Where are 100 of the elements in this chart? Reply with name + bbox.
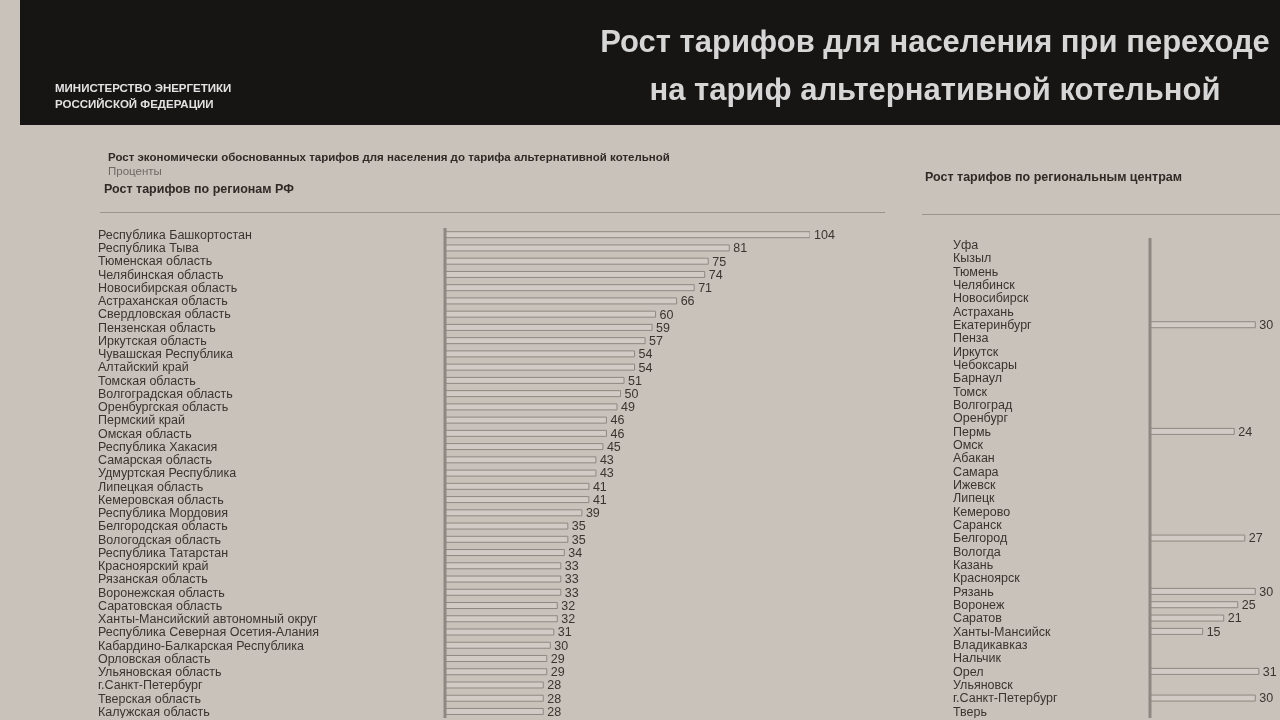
y-tick-label: Челябинск (953, 278, 1016, 293)
data-label: 74 (708, 267, 723, 282)
data-label: 30 (554, 638, 569, 653)
y-tick-label: Кемеровская область (98, 492, 224, 507)
data-label: 27 (1248, 531, 1263, 546)
y-tick-label: Ханты-Мансийск (953, 624, 1051, 639)
y-tick-label: Кабардино-Балкарская Республика (98, 638, 305, 653)
data-label: 31 (1262, 664, 1277, 679)
data-label: 35 (571, 532, 586, 547)
data-label: 41 (592, 492, 607, 507)
data-label: 45 (606, 439, 621, 454)
data-label: 35 (571, 519, 586, 534)
y-tick-label: Тверская область (98, 691, 201, 706)
y-tick-label: Иркутск (953, 344, 999, 359)
data-label: 32 (561, 598, 576, 613)
data-label: 51 (627, 373, 642, 388)
data-label: 75 (712, 254, 727, 269)
data-label: 43 (599, 466, 614, 481)
y-tick-label: Липецкая область (98, 479, 204, 494)
y-tick-label: Вологодская область (98, 532, 222, 547)
y-tick-label: г.Санкт-Петербург (953, 691, 1058, 706)
data-label: 30 (1259, 691, 1274, 706)
data-label: 28 (547, 704, 562, 719)
y-tick-label: Свердловская область (98, 307, 231, 322)
y-tick-label: Новосибирск (953, 291, 1030, 306)
y-tick-label: Рязанская область (98, 572, 208, 587)
data-label: 54 (638, 347, 653, 362)
data-label: 49 (620, 400, 635, 415)
y-tick-label: Волгоградская область (98, 386, 233, 401)
y-tick-label: Воронеж (953, 598, 1005, 613)
y-tick-label: Омск (953, 438, 984, 453)
y-tick-label: Белгород (953, 531, 1008, 546)
data-label: 32 (561, 612, 576, 627)
text: Рост тарифов по регионам РФ (104, 182, 294, 196)
y-tick-label: Белгородская область (98, 519, 228, 534)
y-tick-label: Новосибирская область (98, 280, 238, 295)
y-tick-label: Республика Тыва (98, 241, 199, 256)
y-tick-label: Самарская область (98, 453, 213, 468)
y-tick-label: Томская область (98, 373, 196, 388)
y-tick-label: Республика Татарстан (98, 545, 229, 560)
y-tick-label: Пермский край (98, 413, 186, 428)
y-tick-label: Кызыл (953, 251, 992, 266)
y-tick-label: Казань (953, 558, 994, 573)
y-tick-label: Ханты-Мансийский автономный округ (98, 612, 318, 627)
data-label: 57 (649, 334, 663, 349)
data-label: 30 (1259, 318, 1274, 333)
y-tick-label: Оренбург (953, 411, 1009, 426)
data-label: 28 (547, 691, 562, 706)
data-label: 21 (1227, 611, 1242, 626)
y-tick-label: Ульяновск (953, 678, 1014, 693)
y-tick-label: Чувашская Республика (98, 347, 234, 362)
text: МИНИСТЕРСТВО ЭНЕРГЕТИКИ РОССИЙСКОЙ ФЕДЕРАЦИИ (55, 81, 233, 112)
y-tick-label: Омская область (98, 426, 192, 441)
y-tick-label: Саратов (953, 611, 1003, 626)
data-label: 71 (698, 281, 713, 296)
y-tick-label: Пензенская область (98, 320, 216, 335)
y-tick-label: Алтайский край (98, 360, 189, 375)
y-tick-label: Красноярск (953, 571, 1021, 586)
y-tick-label: Пенза (953, 331, 989, 346)
data-label: 30 (1259, 584, 1274, 599)
y-tick-label: Ульяновская область (98, 665, 222, 680)
text: Рост экономически обоснованных тарифов для населения до тарифа альтернативной котельной (108, 151, 670, 163)
data-label: 28 (547, 678, 562, 693)
data-label: 60 (659, 307, 674, 322)
text: Рост тарифов для населения при переходе на тариф альтернативной котельной (599, 23, 1271, 109)
y-tick-label: Оренбургская область (98, 400, 229, 415)
chart-title: Рост тарифов по региональным центрам (925, 170, 1182, 184)
y-tick-label: Тверь (953, 704, 988, 719)
y-tick-label: г.Санкт-Петербург (98, 678, 203, 693)
y-tick-label: Воронежская область (98, 585, 225, 600)
data-label: 24 (1238, 424, 1253, 439)
y-tick-label: Челябинская область (98, 267, 224, 282)
y-tick-label: Красноярский край (98, 559, 209, 574)
data-label: 104 (814, 228, 835, 243)
data-label: 15 (1206, 624, 1221, 639)
y-tick-label: Пермь (953, 424, 991, 439)
y-tick-label: Абакан (953, 451, 995, 466)
y-tick-label: Республика Мордовия (98, 506, 228, 521)
y-tick-label: Республика Хакасия (98, 439, 218, 454)
data-label: 25 (1241, 598, 1256, 613)
y-tick-label: Вологда (953, 544, 1001, 559)
data-label: 54 (638, 360, 653, 375)
y-tick-label: Нальчик (953, 651, 1002, 666)
data-label: 31 (557, 625, 572, 640)
data-label: 59 (656, 320, 671, 335)
y-tick-label: Тюменская область (98, 254, 213, 269)
data-label: 50 (624, 387, 639, 401)
y-tick-label: Республика Башкортостан (98, 228, 252, 242)
data-label: 29 (550, 665, 565, 680)
data-label: 43 (599, 453, 614, 468)
y-tick-label: Саранск (953, 518, 1003, 533)
y-tick-label: Саратовская область (98, 598, 223, 613)
data-label: 39 (585, 506, 600, 521)
y-tick-label: Владикавказ (953, 638, 1028, 653)
data-label: 66 (680, 294, 695, 309)
y-tick-label: Чебоксары (953, 358, 1018, 373)
y-tick-label: Республика Северная Осетия-Алания (98, 625, 320, 640)
y-tick-label: Липецк (953, 491, 996, 506)
data-label: 41 (592, 479, 607, 494)
y-tick-label: Астраханская область (98, 294, 228, 309)
